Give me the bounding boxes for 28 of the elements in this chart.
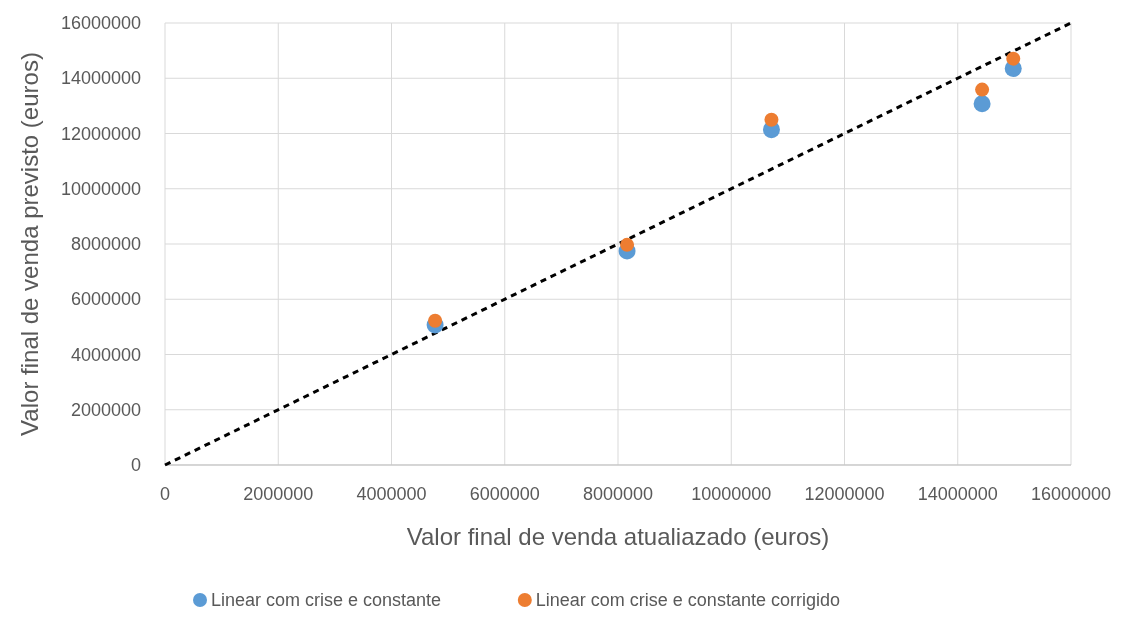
y-tick-label: 10000000 [60, 178, 141, 199]
x-tick-label: 6000000 [469, 484, 540, 504]
y-tick-label: 4000000 [70, 344, 141, 365]
y-tick-label: 12000000 [60, 123, 141, 144]
x-tick-label: 16000000 [1030, 484, 1112, 504]
x-tick-label: 14000000 [917, 484, 998, 504]
x-tick-label: 0 [159, 484, 171, 504]
legend-label: Linear com crise e constante [211, 590, 442, 610]
point [973, 95, 991, 113]
x-tick-label: 8000000 [582, 484, 654, 504]
point [764, 112, 779, 127]
legend-label: Linear com crise e constante corrigido [535, 590, 840, 610]
point [975, 82, 990, 97]
x-axis-title: Valor final de venda atualiazado (euros) [406, 523, 830, 550]
x-tick-label: 2000000 [243, 484, 314, 504]
point [620, 237, 635, 252]
y-tick-label: 2000000 [70, 399, 141, 420]
y-tick-label: 8000000 [70, 234, 141, 254]
x-tick-label: 10000000 [691, 484, 772, 504]
x-tick-label: 12000000 [804, 484, 885, 504]
y-axis-title: Valor final de venda previsto (euros) [16, 52, 43, 436]
x-tick-label: 4000000 [356, 484, 427, 504]
y-tick-label: 0 [130, 455, 141, 475]
y-tick-label: 14000000 [60, 68, 141, 89]
point [1006, 51, 1021, 66]
y-tick-label: 6000000 [70, 289, 141, 310]
point [428, 313, 443, 328]
y-tick-label: 16000000 [60, 13, 141, 33]
